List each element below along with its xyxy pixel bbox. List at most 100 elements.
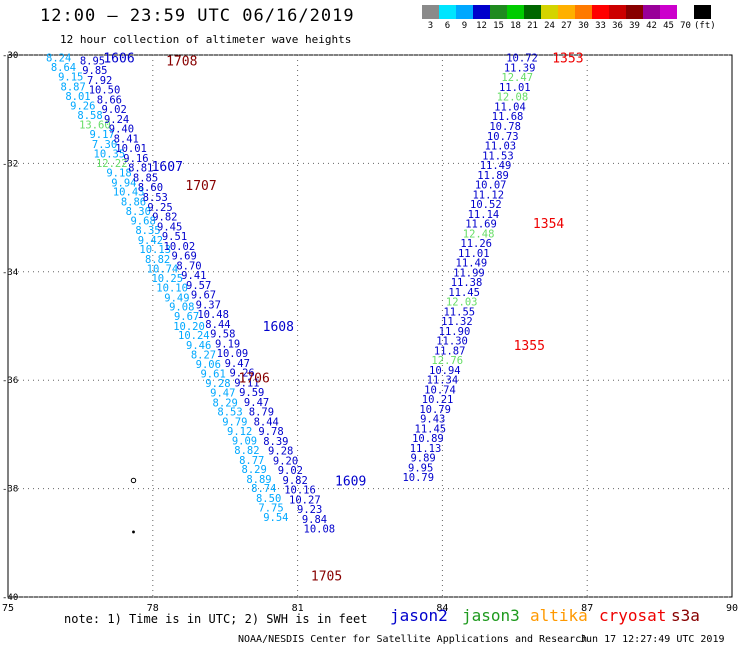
wave-height-label: 9.49 — [164, 292, 189, 304]
pass-time-label: 1606 — [103, 52, 134, 67]
wave-height-label: 8.44 — [205, 319, 230, 331]
wave-height-label: 10.73 — [487, 131, 519, 143]
chart-title: 12:00 – 23:59 UTC 06/16/2019 — [40, 6, 355, 26]
wave-height-label: 12.03 — [446, 297, 478, 309]
wave-height-label: 11.49 — [480, 160, 512, 172]
wave-height-label: 11.99 — [453, 267, 485, 279]
wave-height-label: 11.04 — [494, 101, 526, 113]
wave-height-label: 10.24 — [178, 330, 210, 342]
station-marker — [132, 530, 135, 534]
y-tick-label: -36 — [2, 376, 18, 386]
wave-height-label: 11.12 — [472, 189, 504, 201]
y-tick-label: -40 — [2, 593, 18, 603]
color-scale-swatch — [456, 5, 473, 19]
x-tick-label: 75 — [2, 603, 14, 614]
wave-height-label: 12.47 — [501, 72, 533, 84]
x-tick-label: 90 — [726, 603, 738, 614]
wave-height-label: 8.64 — [51, 62, 76, 74]
color-scale-label: 42 — [646, 21, 657, 31]
plot-frame — [7, 54, 733, 598]
satellite-legend-item: cryosat — [599, 606, 667, 625]
wave-height-label: 10.02 — [164, 241, 196, 253]
color-scale-swatch — [490, 5, 507, 19]
wave-height-label: 8.41 — [114, 133, 139, 145]
wave-height-label: 9.20 — [273, 455, 298, 467]
wave-height-label: 9.67 — [191, 290, 216, 302]
color-scale-swatch — [507, 5, 524, 19]
pass-time-label: 1705 — [311, 569, 342, 584]
wave-height-label: 11.38 — [451, 277, 483, 289]
wave-height-label: 10.79 — [419, 404, 451, 416]
satellite-legend-item: altika — [530, 606, 588, 625]
wave-height-label: 9.40 — [109, 124, 134, 136]
wave-height-label: 11.30 — [436, 336, 468, 348]
color-scale-label: 24 — [544, 21, 555, 31]
satellite-legend-item: jason2 — [390, 606, 448, 625]
wave-height-label: 10.01 — [115, 143, 147, 155]
color-scale-label: 39 — [629, 21, 640, 31]
footnote: note: 1) Time is in UTC; 2) SWH is in fe… — [64, 612, 368, 626]
y-tick-label: -32 — [2, 159, 18, 169]
wave-height-label: 8.60 — [138, 182, 163, 194]
wave-height-label: 11.32 — [441, 316, 473, 328]
wave-height-label: 10.72 — [506, 53, 538, 65]
color-scale-swatch — [439, 5, 456, 19]
wave-height-label: 8.66 — [97, 94, 122, 106]
wave-height-label: 11.14 — [468, 209, 500, 221]
wave-height-label: 9.25 — [147, 202, 172, 214]
color-scale-swatch — [575, 5, 592, 19]
wave-height-label: 9.06 — [196, 359, 221, 371]
color-scale-label: 36 — [612, 21, 623, 31]
wave-height-label: 8.29 — [242, 464, 267, 476]
wave-height-label: 8.95 — [80, 55, 105, 67]
pass-time-label: 1708 — [166, 54, 197, 69]
wave-height-label: 9.43 — [420, 414, 445, 426]
wave-height-label: 10.25 — [151, 273, 183, 285]
wave-height-label: 8.53 — [143, 192, 168, 204]
wave-height-label: 11.69 — [465, 219, 497, 231]
wave-height-label: 9.45 — [157, 221, 182, 233]
wave-height-label: 10.07 — [475, 180, 507, 192]
chart-subtitle: 12 hour collection of altimeter wave hei… — [60, 33, 352, 46]
wave-height-label: 11.87 — [434, 345, 466, 357]
wave-height-label: 10.94 — [429, 365, 461, 377]
pass-time-label: 1608 — [263, 320, 294, 335]
wave-height-label: 9.58 — [210, 329, 235, 341]
wave-height-label: 10.35 — [94, 149, 126, 161]
station-marker — [130, 477, 137, 484]
wave-height-label: 13.60 — [79, 119, 111, 131]
wave-height-label: 10.27 — [289, 494, 321, 506]
wave-height-label: 10.13 — [139, 244, 171, 256]
wave-height-label: 11.26 — [460, 238, 492, 250]
wave-height-label: 9.28 — [268, 446, 293, 458]
pass-time-label: 1353 — [552, 52, 583, 67]
wave-height-label: 9.23 — [297, 504, 322, 516]
wave-height-label: 9.82 — [152, 212, 177, 224]
color-scale-label: 3 — [427, 21, 434, 31]
wave-height-label: 9.47 — [225, 358, 250, 370]
wave-height-label: 8.39 — [263, 436, 288, 448]
wave-height-label: 10.79 — [402, 472, 434, 484]
color-scale-swatch — [660, 5, 677, 19]
color-scale-swatch — [541, 5, 558, 19]
pass-time-label: 1707 — [185, 179, 216, 194]
wave-height-label: 10.10 — [156, 283, 188, 295]
color-scale-label: 70 — [680, 21, 691, 31]
wave-height-label: 9.78 — [258, 426, 283, 438]
wave-height-label: 8.82 — [145, 254, 170, 266]
wave-height-label: 9.19 — [215, 338, 240, 350]
wave-height-label: 11.13 — [410, 443, 442, 455]
wave-height-label: 8.89 — [246, 474, 271, 486]
wave-height-label: 10.20 — [173, 321, 205, 333]
wave-height-label: 10.89 — [412, 433, 444, 445]
color-scale-swatch — [626, 5, 643, 19]
color-scale-label: 30 — [578, 21, 589, 31]
color-scale-label: 15 — [493, 21, 504, 31]
wave-height-label: 9.95 — [408, 462, 433, 474]
wave-height-label: 9.42 — [138, 235, 163, 247]
wave-height-label: 8.01 — [65, 91, 90, 103]
wave-height-label: 9.47 — [244, 397, 269, 409]
wave-height-label: 8.30 — [126, 206, 151, 218]
wave-height-label: 9.57 — [186, 280, 211, 292]
